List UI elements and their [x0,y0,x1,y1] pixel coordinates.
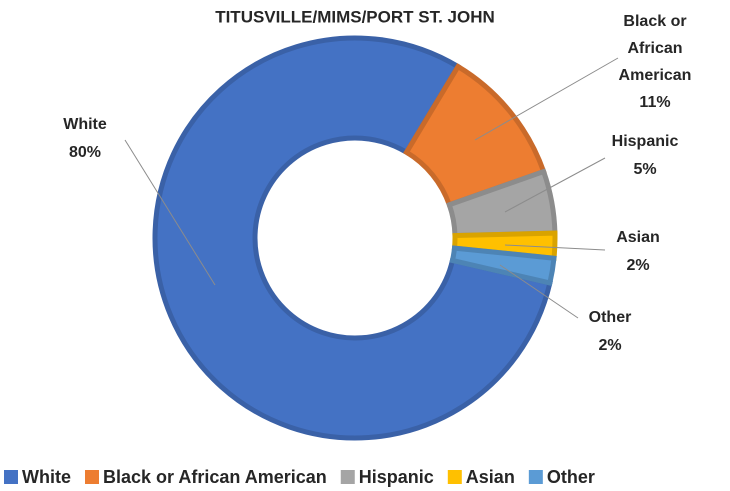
legend-label: Hispanic [359,467,434,487]
legend-swatch [4,470,18,484]
legend-label: Black or African American [103,467,327,487]
data-label-name: Asian [616,229,660,246]
legend-swatch [447,470,462,484]
legend-swatch [340,470,355,484]
data-label-value: 2% [598,337,621,354]
legend-swatch [528,470,543,484]
leader-line [499,264,579,319]
donut-slice [449,245,557,286]
data-label-name: White [63,116,107,133]
data-label-name: Other [589,309,632,326]
legend-label: Asian [466,467,515,487]
data-label-value: 11% [639,94,670,111]
legend-label: Other [547,467,595,487]
data-label-value: 2% [626,257,649,274]
leader-line [504,244,606,251]
donut-slice [152,35,553,441]
legend-label: White [22,467,71,487]
leader-line [124,139,216,286]
leader-line [504,157,606,213]
legend-swatch [85,470,99,484]
chart-title: TITUSVILLE/MIMS/PORT ST. JOHN [215,7,495,26]
data-label-value: 5% [633,161,656,178]
leader-line [474,57,619,141]
data-label-name: Black or African American [619,13,692,84]
data-label-name: Hispanic [612,133,679,150]
data-label-value: 80% [69,144,101,161]
